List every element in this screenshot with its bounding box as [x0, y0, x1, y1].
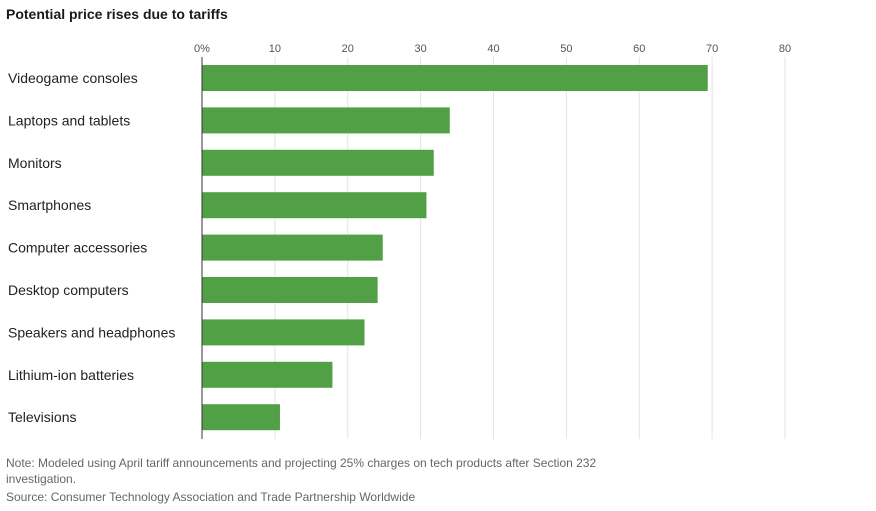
category-label: Televisions — [8, 409, 76, 425]
category-label: Desktop computers — [8, 282, 129, 298]
x-tick-label: 80 — [779, 43, 791, 55]
bar — [202, 361, 333, 388]
chart-note: Note: Modeled using April tariff announc… — [6, 456, 597, 486]
chart-source: Source: Consumer Technology Association … — [6, 490, 416, 504]
x-tick-label: 10 — [269, 43, 281, 55]
bar — [202, 192, 427, 219]
x-tick-label: 70 — [706, 43, 718, 55]
bar — [202, 65, 708, 91]
x-tick-label: 20 — [342, 43, 354, 55]
bar — [202, 404, 280, 431]
category-label: Laptops and tablets — [8, 112, 130, 128]
bar — [202, 149, 434, 176]
bar — [202, 107, 450, 134]
category-label: Smartphones — [8, 197, 91, 213]
bar — [202, 319, 365, 346]
x-tick-label: 50 — [560, 43, 572, 55]
category-label: Speakers and headphones — [8, 324, 175, 340]
x-tick-label: 30 — [415, 43, 427, 55]
category-label: Lithium-ion batteries — [8, 367, 134, 383]
x-tick-label: 60 — [633, 43, 645, 55]
bar — [202, 234, 383, 261]
category-label: Computer accessories — [8, 240, 147, 256]
x-tick-label: 0% — [194, 43, 210, 55]
chart-title: Potential price rises due to tariffs — [6, 6, 228, 22]
bar-chart: 0% 10 20 30 40 50 60 70 80 Videogame consoles Lapt… — [8, 43, 791, 439]
category-label: Videogame consoles — [8, 70, 138, 86]
category-label: Monitors — [8, 155, 62, 171]
x-tick-label: 40 — [487, 43, 499, 55]
bar — [202, 277, 378, 303]
